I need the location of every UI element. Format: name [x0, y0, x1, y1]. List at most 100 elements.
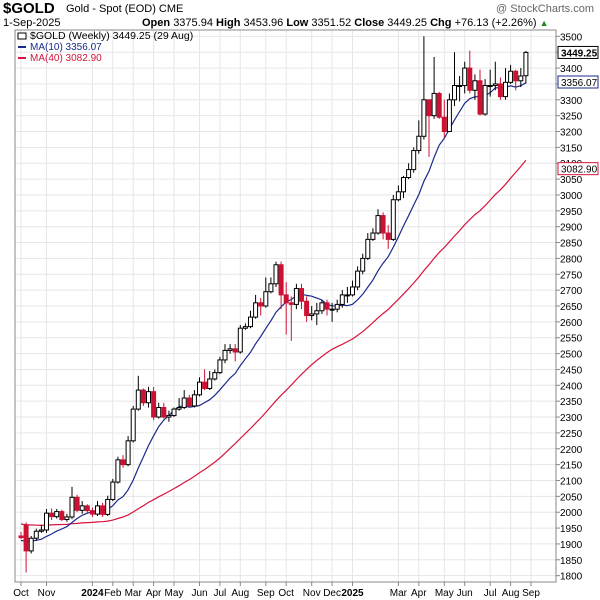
- candle-body: [314, 310, 320, 315]
- y-tick-label: 2350: [560, 397, 583, 408]
- x-tick-label: Dec: [323, 588, 341, 599]
- candle-body: [100, 505, 106, 515]
- x-tick-label: 2025: [341, 588, 364, 599]
- candle-body: [18, 535, 24, 539]
- candle-body: [375, 215, 381, 234]
- candle-body: [304, 300, 310, 317]
- candle-body: [380, 215, 386, 234]
- candle-body: [457, 85, 463, 88]
- candle-body: [44, 512, 49, 531]
- candle-body: [217, 359, 223, 374]
- candle-body: [319, 302, 325, 312]
- date-text: 1-Sep-2025: [3, 17, 61, 29]
- candle-body: [49, 512, 55, 518]
- y-tick-label: 2000: [560, 508, 583, 519]
- candle-body: [89, 510, 95, 515]
- x-tick-label: Oct: [13, 588, 29, 599]
- y-tick-label: 2700: [560, 286, 583, 297]
- y-tick-label: 3400: [560, 64, 583, 75]
- candle-body: [54, 511, 60, 518]
- x-tick-label: Jul: [484, 588, 497, 599]
- y-tick-label: 2800: [560, 254, 583, 265]
- candle-body: [426, 99, 432, 117]
- candlesticks: [18, 36, 529, 573]
- y-tick-label: 1950: [560, 524, 583, 535]
- candle-body: [431, 92, 437, 117]
- candle-body: [59, 511, 65, 521]
- candle-body: [28, 537, 34, 552]
- description-text: Gold - Spot (EOD): [66, 3, 156, 15]
- low-value: 3351.52: [311, 17, 352, 29]
- candle-body: [523, 51, 529, 77]
- y-tick-label: 2300: [560, 413, 583, 424]
- candle-body: [146, 391, 151, 404]
- x-tick-label: Jun: [457, 588, 473, 599]
- legend-price: $GOLD (Weekly) 3449.25 (29 Aug): [30, 30, 193, 42]
- candle-body: [23, 524, 29, 552]
- candle-body: [156, 407, 162, 418]
- high-label: High: [216, 17, 241, 29]
- x-tick-label: Jul: [214, 588, 227, 599]
- y-tick-label: 3200: [560, 128, 583, 139]
- candle-body: [64, 516, 70, 521]
- symbol-title[interactable]: $GOLD: [3, 0, 55, 17]
- candle-body: [140, 389, 146, 404]
- candle-body: [508, 70, 514, 83]
- x-tick-label: May: [165, 588, 184, 599]
- candle-body: [207, 378, 213, 389]
- close-label: Close: [354, 17, 385, 29]
- y-tick-label: 2100: [560, 476, 583, 487]
- high-value: 3453.96: [243, 17, 284, 29]
- candle-body: [242, 326, 248, 329]
- exchange-text: CME: [158, 3, 184, 15]
- y-tick-label: 3050: [560, 175, 583, 186]
- legend-ma40: MA(40) 3082.90: [30, 53, 102, 64]
- y-tick-label: 2950: [560, 207, 583, 218]
- x-tick-label: Jun: [191, 588, 207, 599]
- y-tick-label: 3500: [560, 32, 583, 43]
- candle-body: [166, 414, 172, 418]
- chg-value: +76.13 (+2.26%): [454, 17, 537, 29]
- candle-body: [115, 459, 121, 483]
- ma40-line: [20, 159, 527, 527]
- y-tick-label: 2750: [560, 270, 583, 281]
- candle-body: [518, 75, 524, 82]
- x-tick-label: May: [435, 588, 454, 599]
- candle-body: [411, 150, 417, 171]
- last-ma40-label: 3082.90: [561, 165, 598, 176]
- x-tick-label: Oct: [278, 588, 294, 599]
- legend-price-swatch: [17, 32, 27, 40]
- y-tick-label: 1850: [560, 556, 583, 567]
- candle-body: [360, 257, 366, 272]
- x-tick-label: Sep: [257, 588, 275, 599]
- candle-body: [446, 99, 452, 133]
- x-tick-label: Mar: [390, 588, 408, 599]
- y-tick-label: 2550: [560, 334, 583, 345]
- candle-body: [503, 81, 508, 98]
- y-tick-label: 2050: [560, 492, 583, 503]
- candle-body: [212, 372, 218, 380]
- x-tick-label: 2024: [81, 588, 104, 599]
- x-tick-label: Nov: [303, 588, 321, 599]
- candle-body: [350, 286, 355, 296]
- candle-body: [467, 67, 473, 91]
- y-tick-label: 3150: [560, 143, 583, 154]
- candle-body: [273, 264, 279, 285]
- y-tick-label: 3000: [560, 191, 583, 202]
- candle-body: [329, 308, 335, 311]
- candle-body: [299, 288, 304, 302]
- x-tick-label: Aug: [502, 588, 520, 599]
- candle-body: [151, 391, 157, 418]
- candle-body: [288, 302, 294, 305]
- y-tick-label: 2650: [560, 302, 583, 313]
- candle-body: [477, 80, 483, 115]
- candle-body: [339, 294, 345, 305]
- candle-body: [79, 505, 85, 511]
- y-tick-label: 2250: [560, 429, 583, 440]
- candle-body: [237, 327, 243, 353]
- open-label: Open: [142, 17, 171, 29]
- candle-body: [355, 270, 361, 288]
- candle-body: [309, 313, 315, 317]
- last-ma10-label: 3356.07: [561, 78, 598, 89]
